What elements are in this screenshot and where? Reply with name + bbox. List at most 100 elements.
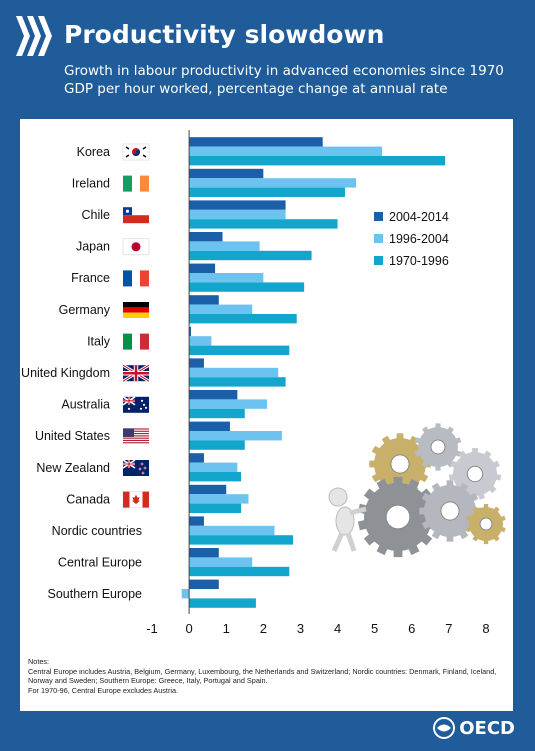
bar-germany-2004-2014: [189, 295, 219, 305]
subtitle-line-1: Growth in labour productivity in advance…: [64, 63, 504, 79]
x-tick-label: 5: [371, 621, 378, 636]
bar-united-kingdom-1996-2004: [189, 367, 279, 378]
legend-swatch: [374, 234, 383, 243]
dark-gear-icon: [357, 476, 439, 558]
bar-united-kingdom-2004-2014: [189, 358, 204, 368]
category-label: Southern Europe: [47, 587, 142, 601]
category-label: United Kingdom: [21, 366, 110, 380]
category-label: France: [71, 271, 110, 285]
bar-france-1970-1996: [189, 282, 305, 292]
category-label: Australia: [61, 398, 110, 412]
bar-italy-1970-1996: [189, 345, 290, 355]
bar-ireland-1970-1996: [189, 187, 345, 197]
chart-panel: Korea Ireland Chile Japan France Germany Italy…: [20, 119, 513, 711]
gears-illustration: [328, 423, 506, 558]
bar-germany-1970-1996: [189, 314, 297, 324]
bar-australia-1996-2004: [189, 399, 268, 409]
bar-australia-2004-2014: [189, 390, 238, 400]
bar-chile-2004-2014: [189, 200, 286, 210]
x-tick-label: 4: [334, 621, 341, 636]
bar-new-zealand-1996-2004: [189, 462, 238, 472]
bar-nordic-countries-1970-1996: [189, 535, 294, 545]
bar-united-states-2004-2014: [189, 421, 230, 431]
legend-label: 2004-2014: [389, 210, 449, 224]
bar-korea-2004-2014: [189, 137, 323, 147]
bar-chile-1970-1996: [189, 219, 338, 229]
notes-heading: Notes:: [28, 657, 50, 666]
bar-southern-europe-1970-1996: [189, 598, 256, 608]
bar-nordic-countries-2004-2014: [189, 516, 204, 526]
x-tick-label: 7: [445, 621, 452, 636]
bar-ireland-2004-2014: [189, 168, 264, 179]
france-flag-icon: [123, 270, 149, 287]
italy-flag-icon: [123, 333, 149, 350]
bar-southern-europe-1996-2004: [181, 589, 190, 599]
bar-korea-1970-1996: [189, 156, 446, 166]
bar-japan-1996-2004: [189, 241, 260, 251]
category-label: Central Europe: [58, 556, 142, 570]
figure-pushing-icon: [328, 487, 367, 553]
canada-flag-icon: [122, 491, 150, 508]
bar-central-europe-1996-2004: [189, 557, 253, 567]
bar-southern-europe-2004-2014: [189, 579, 219, 589]
category-label: Ireland: [72, 176, 110, 190]
united-kingdom-flag-icon: [122, 363, 150, 383]
category-label: Germany: [59, 303, 111, 317]
oecd-chevrons-logo: [12, 14, 56, 63]
category-label: Korea: [77, 145, 110, 159]
new-zealand-flag-icon: [122, 459, 149, 476]
silver-gear-icon: [414, 423, 462, 471]
bar-korea-1996-2004: [189, 146, 383, 156]
oecd-footer-logo: OECD: [433, 717, 515, 739]
subtitle-line-2: GDP per hour worked, percentage change a…: [64, 81, 448, 97]
ireland-flag-icon: [123, 175, 149, 192]
x-tick-label: 6: [408, 621, 415, 636]
gold-gear-icon: [466, 503, 506, 545]
bar-australia-1970-1996: [189, 408, 245, 419]
bar-united-kingdom-1970-1996: [189, 377, 286, 387]
category-label: Italy: [87, 334, 111, 348]
x-tick-label: 3: [297, 621, 304, 636]
legend-swatch: [374, 256, 383, 265]
category-label: Japan: [76, 240, 110, 254]
bar-italy-1996-2004: [189, 336, 212, 346]
japan-flag-icon: [122, 238, 150, 256]
silver-gear-icon: [419, 480, 481, 542]
category-label: United States: [35, 429, 110, 443]
bar-france-1996-2004: [189, 273, 264, 283]
x-tick-label: 0: [185, 621, 192, 636]
legend-swatch: [374, 212, 383, 221]
australia-flag-icon: [122, 396, 149, 413]
bar-united-states-1996-2004: [189, 431, 282, 441]
bar-united-states-1970-1996: [189, 440, 245, 450]
category-label: Nordic countries: [52, 524, 142, 538]
korea-flag-icon: [122, 143, 150, 161]
bar-new-zealand-2004-2014: [189, 453, 204, 463]
oecd-logo-text: OECD: [459, 717, 515, 739]
category-label: Chile: [82, 208, 111, 222]
chart-notes: Notes: Central Europe includes Austria, …: [28, 657, 508, 695]
legend-label: 1970-1996: [389, 254, 449, 268]
x-tick-label: 1: [223, 621, 230, 636]
x-tick-label: -1: [146, 621, 158, 636]
productivity-bar-chart: Korea Ireland Chile Japan France Germany Italy…: [21, 130, 506, 636]
category-label: Canada: [66, 492, 110, 506]
bar-italy-2004-2014: [189, 326, 191, 337]
category-label: New Zealand: [36, 461, 110, 475]
notes-line-2: For 1970-96, Central Europe excludes Aus…: [28, 685, 179, 695]
bar-japan-2004-2014: [189, 232, 223, 242]
oecd-globe-icon: [433, 717, 456, 739]
bar-japan-1970-1996: [189, 250, 312, 261]
page-subtitle: Growth in labour productivity in advance…: [64, 62, 504, 98]
bar-central-europe-2004-2014: [189, 548, 219, 558]
legend-label: 1996-2004: [389, 232, 449, 246]
germany-flag-icon: [123, 302, 149, 318]
bar-canada-1970-1996: [189, 503, 242, 513]
bar-central-europe-1970-1996: [189, 566, 290, 577]
bar-new-zealand-1970-1996: [189, 472, 242, 482]
bar-canada-2004-2014: [189, 484, 227, 495]
x-tick-label: 8: [482, 621, 489, 636]
page-title: Productivity slowdown: [64, 20, 385, 49]
x-tick-label: 2: [260, 621, 267, 636]
bar-canada-1996-2004: [189, 494, 249, 504]
